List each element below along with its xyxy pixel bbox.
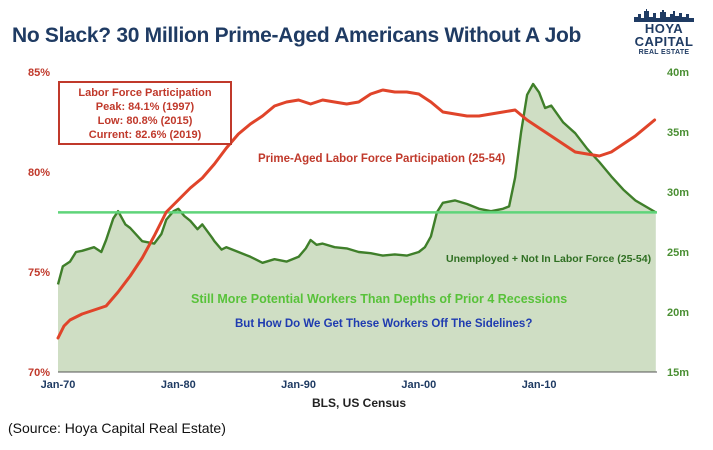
y-right-tick-label: 20m <box>667 307 689 319</box>
stats-current: Current: 82.6% (2019) <box>88 129 202 141</box>
page-title: No Slack? 30 Million Prime-Aged American… <box>12 24 582 47</box>
participation-label: Prime-Aged Labor Force Participation (25… <box>258 153 505 165</box>
stats-heading: Labor Force Participation <box>78 87 212 99</box>
x-tick-label: Jan-00 <box>401 379 436 391</box>
y-left-tick-label: 75% <box>28 267 50 279</box>
y-right-tick-labels: 15m 20m 25m 30m 35m 40m <box>667 67 689 379</box>
x-tick-labels: Jan-70 Jan-80 Jan-90 Jan-00 Jan-10 <box>41 379 557 391</box>
stats-low: Low: 80.8% (2015) <box>97 115 193 127</box>
y-right-tick-label: 40m <box>667 67 689 79</box>
blue-note: But How Do We Get These Workers Off The … <box>235 318 532 330</box>
stats-peak: Peak: 84.1% (1997) <box>95 101 195 113</box>
unemployed-series-line <box>56 82 657 285</box>
logo-line-2: REAL ESTATE <box>638 49 690 56</box>
brand-logo: HOYA CAPITAL REAL ESTATE <box>628 8 700 57</box>
y-left-tick-label: 85% <box>28 67 50 79</box>
skyline-icon <box>634 9 694 22</box>
y-left-tick-label: 80% <box>28 167 50 179</box>
x-tick-label: Jan-90 <box>281 379 316 391</box>
logo-line-1: HOYA CAPITAL <box>634 21 694 49</box>
participation-stats-box: Labor Force Participation Peak: 84.1% (1… <box>58 81 232 145</box>
unemployed-label: Unemployed + Not In Labor Force (25-54) <box>446 253 651 265</box>
x-tick-label: Jan-70 <box>41 379 76 391</box>
y-right-tick-label: 25m <box>667 247 689 259</box>
source-note: (Source: Hoya Capital Real Estate) <box>8 420 226 436</box>
y-right-tick-label: 30m <box>667 187 689 199</box>
y-left-tick-labels: 70% 75% 80% 85% <box>28 67 50 379</box>
y-right-tick-label: 35m <box>667 127 689 139</box>
green-note: Still More Potential Workers Than Depths… <box>191 292 567 306</box>
participation-series-line <box>56 88 657 340</box>
x-tick-label: Jan-80 <box>161 379 196 391</box>
unemployed-area-fill <box>58 84 656 372</box>
x-tick-label: Jan-10 <box>522 379 557 391</box>
x-axis-label: BLS, US Census <box>312 396 406 410</box>
y-left-tick-label: 70% <box>28 367 50 379</box>
y-right-tick-label: 15m <box>667 367 689 379</box>
